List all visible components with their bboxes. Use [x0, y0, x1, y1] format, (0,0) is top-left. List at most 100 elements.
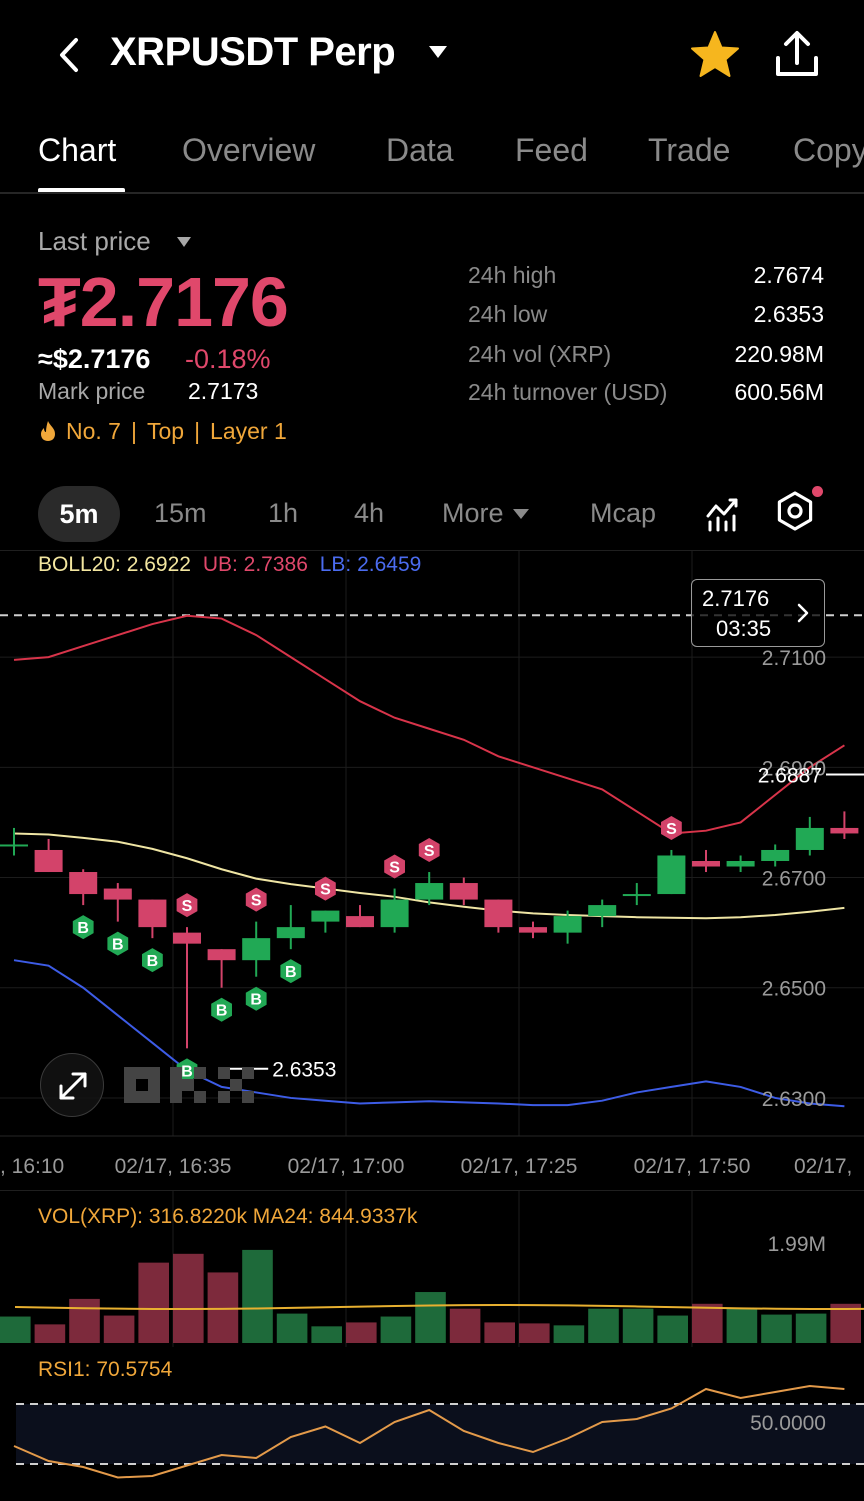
boll-upper-line: [13, 614, 845, 835]
buy-signal: [107, 931, 129, 956]
volume-ma-polyline: [14, 1304, 864, 1310]
stat-24h-turnover-value: 600.56M: [734, 379, 824, 405]
interval-5m[interactable]: 5m: [38, 486, 120, 542]
candle-body: [622, 894, 651, 897]
tab-chart[interactable]: Chart: [38, 132, 117, 168]
caret-down-icon[interactable]: [428, 44, 448, 60]
tab-copy[interactable]: Copy: [793, 132, 864, 168]
volume-bar: [173, 1253, 204, 1343]
fullscreen-button[interactable]: [40, 1053, 104, 1117]
tab-active-indicator: [38, 188, 125, 192]
okx-logo: [124, 1067, 254, 1103]
volume-bar: [657, 1315, 688, 1343]
time-tick-label: 02/17, 17:50: [634, 1155, 751, 1178]
time-tick-label: 02/17,: [794, 1155, 852, 1178]
low-marker-label: 2.6353: [272, 1059, 336, 1082]
tag-rank[interactable]: No. 7: [66, 418, 121, 444]
interval-more[interactable]: More: [442, 498, 530, 529]
tag-top[interactable]: Top: [146, 418, 185, 444]
sell-signal: [384, 854, 405, 879]
fire-icon: [41, 421, 55, 441]
volume-bar: [761, 1314, 792, 1343]
sell-signal: [315, 876, 336, 901]
interval-more-label: More: [442, 498, 504, 528]
signal-label: S: [424, 843, 435, 860]
volume-bar: [553, 1325, 585, 1343]
boll-lower-line: [13, 959, 845, 1108]
volume-bar: [830, 1303, 861, 1343]
caret-down-icon[interactable]: [176, 236, 192, 248]
candle-body: [553, 916, 582, 933]
share-icon[interactable]: [770, 28, 824, 82]
header: XRPUSDT Perp: [0, 0, 864, 110]
volume-bars: [0, 1249, 861, 1343]
volume-chart: [0, 1191, 864, 1347]
last-price: ₮2.7176: [38, 263, 289, 341]
candle-body: [276, 927, 305, 939]
tag-separator: |: [130, 418, 137, 444]
buy-signal: [245, 986, 267, 1011]
usd-price: ≈$2.7176: [38, 344, 151, 374]
chevron-left-icon[interactable]: [50, 32, 90, 78]
volume-bar: [726, 1308, 758, 1343]
candle-body: [830, 827, 859, 834]
volume-bar: [34, 1324, 66, 1343]
interval-4h[interactable]: 4h: [354, 498, 385, 528]
signal-label: S: [251, 893, 262, 910]
boll-mid-label: BOLL20: 2.6922: [38, 553, 191, 576]
candle-body: [242, 938, 271, 961]
volume-bar: [346, 1322, 377, 1343]
candle-body: [34, 849, 63, 873]
stat-24h-vol-label: 24h vol (XRP): [468, 341, 612, 367]
stat-24h-turnover-label: 24h turnover (USD): [468, 379, 668, 405]
notification-dot: [812, 486, 823, 497]
stat-24h-high-label: 24h high: [468, 262, 557, 288]
price-markers: 2.6887 2.6353: [221, 764, 864, 1082]
tab-trade[interactable]: Trade: [648, 132, 731, 168]
indicator-icon[interactable]: [704, 494, 742, 532]
volume-bar: [380, 1316, 412, 1343]
rsi-panel[interactable]: RSI1: 70.5754 50.0000: [0, 1346, 864, 1501]
interval-15m[interactable]: 15m: [154, 498, 207, 528]
candle-body: [484, 899, 513, 928]
sell-signal: [418, 838, 440, 863]
tab-feed[interactable]: Feed: [515, 132, 588, 168]
candle-body: [795, 827, 824, 850]
signal-label: B: [147, 953, 159, 970]
tab-data[interactable]: Data: [386, 132, 454, 168]
volume-panel[interactable]: VOL(XRP): 316.8220k MA24: 844.9337k 1.99…: [0, 1190, 864, 1347]
last-price-label[interactable]: Last price: [38, 226, 151, 256]
signal-label: B: [250, 992, 262, 1009]
stat-24h-high-value: 2.7674: [753, 262, 824, 288]
volume-bar: [622, 1308, 654, 1343]
gear-icon[interactable]: [774, 490, 816, 532]
candle-body: [207, 949, 236, 961]
star-icon[interactable]: [688, 28, 742, 82]
current-price-tag[interactable]: 2.7176 03:35: [691, 579, 825, 647]
rsi-level-label: 50.0000: [750, 1412, 826, 1435]
sell-signal: [245, 887, 267, 912]
interval-1h[interactable]: 1h: [268, 498, 299, 528]
candle-body: [726, 861, 755, 867]
interval-mcap[interactable]: Mcap: [590, 498, 657, 528]
volume-bar: [415, 1292, 446, 1343]
signal-label: B: [181, 1063, 193, 1080]
sell-signal: [661, 815, 682, 840]
rsi-polyline: [13, 1384, 845, 1479]
tag-layer1[interactable]: Layer 1: [210, 418, 287, 444]
candle-body: [0, 844, 28, 847]
time-tick-label: 02/17, 17:25: [461, 1155, 578, 1178]
signal-label: S: [320, 882, 331, 899]
tab-overview[interactable]: Overview: [182, 132, 316, 168]
page-title[interactable]: XRPUSDT Perp: [110, 30, 396, 74]
candle-body: [449, 883, 478, 900]
current-price-value: 2.7176: [702, 586, 770, 611]
volume-bar: [103, 1315, 135, 1343]
price-change: -0.18%: [185, 344, 271, 374]
candle-body: [761, 849, 790, 861]
rsi-line: [13, 1384, 845, 1479]
boll-ub-label: UB: 2.7386: [202, 553, 308, 576]
volume-bar: [588, 1308, 619, 1343]
